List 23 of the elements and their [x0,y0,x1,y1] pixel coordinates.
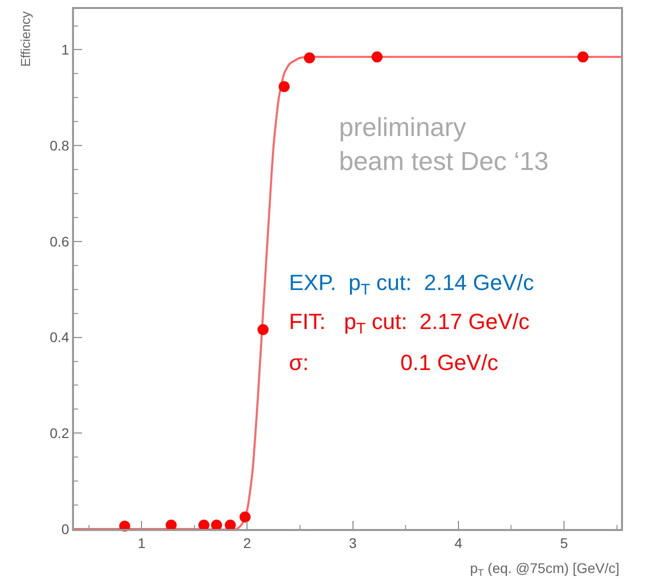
annotation: σ: 0.1 GeV/c [289,350,498,375]
x-tick-label: 2 [243,534,252,551]
y-tick-label: 0.8 [50,137,70,154]
point [258,324,269,336]
y-tick-label: 1 [61,42,70,58]
x-axis-title: p$_{T}$ (eq. @75cm) [GeV/c] [470,560,620,579]
x-tick-label: 5 [560,534,568,551]
x-tick-label: 4 [454,534,462,551]
point [372,51,383,62]
annotation: preliminary beam test Dec ‘13 [339,112,549,176]
y-tick-label: 0.6 [50,233,70,250]
point [577,51,588,62]
annotation: FIT: p$_{T}$ cut: 2.17 GeV/c [289,309,530,338]
y-tick-label: 0 [61,520,70,537]
point [240,512,251,523]
y-tick-label: 0.2 [50,425,70,442]
x-tick-label: 3 [348,534,357,551]
annotation: EXP. p$_{T}$ cut: 2.14 GeV/c [289,270,534,299]
point [278,81,290,92]
y-axis-title: Efficiency [18,10,33,67]
point [304,52,315,64]
x-tick-label: 1 [138,534,146,551]
y-tick-label: 0.4 [50,329,70,346]
